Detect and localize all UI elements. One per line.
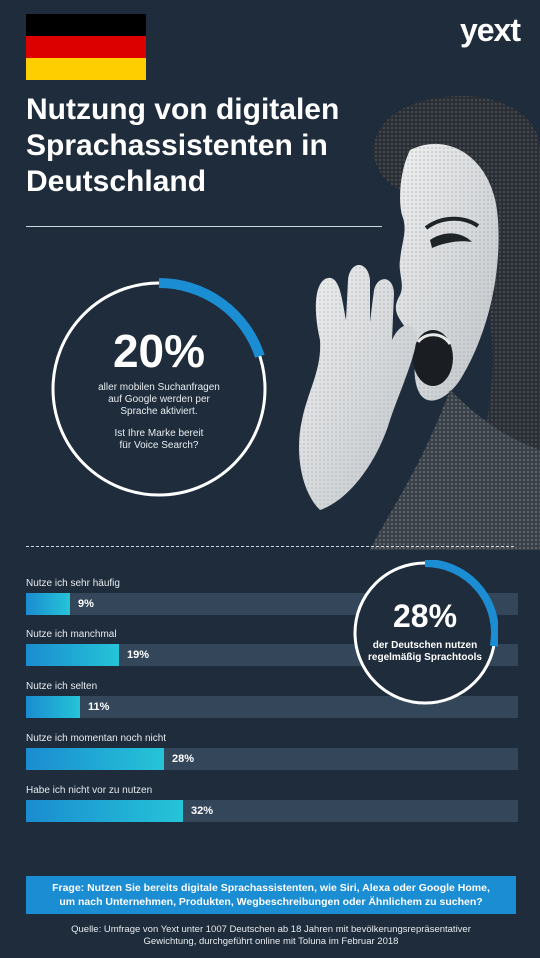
bar-category-label: Nutze ich sehr häufig bbox=[26, 578, 120, 589]
bar-value-label: 32% bbox=[191, 805, 214, 817]
yext-logo: yext bbox=[459, 12, 521, 48]
bar-value-label: 11% bbox=[88, 701, 110, 713]
bar-row: Nutze ich selten 11% bbox=[26, 680, 518, 718]
bar bbox=[26, 644, 119, 666]
bar bbox=[26, 593, 70, 615]
bar-track: 32% bbox=[26, 800, 518, 822]
page-title: Nutzung von digitalen Sprachassistenten … bbox=[26, 92, 386, 200]
shouting-woman-illustration bbox=[299, 95, 540, 550]
title-line: Deutschland bbox=[26, 165, 207, 198]
stat-circle-arc bbox=[158, 278, 265, 358]
stat-20-question: für Voice Search? bbox=[119, 440, 199, 451]
source-line: Gewichtung, durchgeführt online mit Tolu… bbox=[143, 936, 399, 947]
bar bbox=[26, 748, 164, 770]
stat-20-line: aller mobilen Suchanfragen bbox=[98, 382, 220, 393]
flag-stripe-gold bbox=[26, 58, 146, 80]
flag-stripe-black bbox=[26, 14, 146, 36]
bar-category-label: Nutze ich momentan noch nicht bbox=[26, 733, 167, 744]
bar-category-label: Nutze ich selten bbox=[26, 681, 98, 692]
question-line: um nach Unternehmen, Produkten, Wegbesch… bbox=[59, 896, 483, 908]
source-line: Quelle: Umfrage von Yext unter 1007 Deut… bbox=[71, 924, 471, 935]
section-divider bbox=[26, 546, 514, 547]
title-line: Nutzung von digitalen bbox=[26, 93, 340, 126]
flag-stripe-red bbox=[26, 36, 146, 58]
title-line: Sprachassistenten in bbox=[26, 129, 328, 162]
stat-28-line: der Deutschen nutzen bbox=[372, 640, 478, 651]
survey-question: Frage: Nutzen Sie bereits digitale Sprac… bbox=[26, 876, 516, 914]
source-note: Quelle: Umfrage von Yext unter 1007 Deut… bbox=[26, 924, 516, 948]
stat-20-line: auf Google werden per bbox=[108, 394, 210, 405]
bar-value-label: 19% bbox=[127, 649, 150, 661]
stat-28-text: 28% der Deutschen nutzen regelmäßig Spra… bbox=[352, 560, 498, 706]
stat-circle-arc bbox=[424, 560, 498, 647]
bar-category-label: Habe ich nicht vor zu nutzen bbox=[26, 785, 153, 796]
bar-category-label: Nutze ich manchmal bbox=[26, 629, 117, 640]
stat-20-question: Ist Ihre Marke bereit bbox=[114, 428, 204, 439]
question-line: Frage: Nutzen Sie bereits digitale Sprac… bbox=[52, 882, 490, 894]
stat-28-line: regelmäßig Sprachtools bbox=[368, 652, 482, 663]
bar-value-label: 9% bbox=[78, 598, 94, 610]
stat-20-value: 20% bbox=[112, 325, 206, 377]
stat-circle-20 bbox=[51, 278, 267, 497]
bar-track: 28% bbox=[26, 748, 518, 770]
stat-circle-28 bbox=[353, 560, 498, 705]
stat-20-line: Sprache aktiviert. bbox=[120, 406, 198, 417]
bar-value-label: 28% bbox=[172, 753, 195, 765]
stat-20-text: 20% aller mobilen Suchanfragen auf Googl… bbox=[48, 278, 270, 500]
bar-row: Nutze ich momentan noch nicht 28% bbox=[26, 732, 518, 770]
bar bbox=[26, 696, 80, 718]
title-divider bbox=[26, 226, 382, 227]
german-flag-icon bbox=[26, 14, 146, 80]
stat-28-value: 28% bbox=[392, 598, 458, 634]
bar-row: Habe ich nicht vor zu nutzen 32% bbox=[26, 784, 518, 822]
bar-track: 11% bbox=[26, 696, 518, 718]
bar bbox=[26, 800, 183, 822]
